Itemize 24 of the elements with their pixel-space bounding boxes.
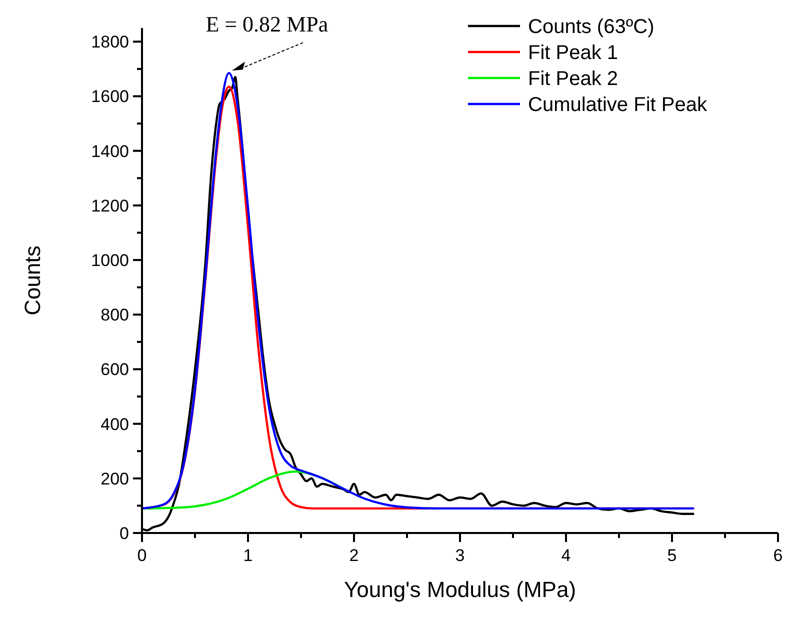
x-tick-label: 3 xyxy=(455,546,465,565)
x-tick-label: 1 xyxy=(243,546,253,565)
x-tick-label: 6 xyxy=(773,546,783,565)
y-tick-label: 400 xyxy=(100,414,129,434)
y-tick-label: 1600 xyxy=(91,87,129,106)
legend-label: Fit Peak 2 xyxy=(528,68,618,90)
x-tick-label: 0 xyxy=(137,546,147,565)
y-axis-title: Counts xyxy=(20,246,45,316)
legend-label: Fit Peak 1 xyxy=(528,42,618,64)
legend-label: Cumulative Fit Peak xyxy=(528,94,708,116)
legend-label: Counts (63ºC) xyxy=(528,16,654,38)
y-tick-label: 1000 xyxy=(91,250,129,270)
x-axis-title: Young's Modulus (MPa) xyxy=(344,577,576,602)
y-tick-label: 800 xyxy=(100,306,129,325)
y-tick-label: 600 xyxy=(100,360,129,380)
y-tick-label: 1800 xyxy=(91,32,129,52)
x-tick-label: 4 xyxy=(561,546,571,565)
x-tick-label: 2 xyxy=(349,546,359,565)
x-tick-label: 5 xyxy=(667,546,677,565)
y-tick-label: 1400 xyxy=(91,142,129,161)
y-tick-label: 200 xyxy=(100,469,129,488)
y-tick-label: 0 xyxy=(120,524,129,543)
annotation: E = 0.82 MPa xyxy=(206,12,328,37)
y-tick-label: 1200 xyxy=(91,196,129,216)
